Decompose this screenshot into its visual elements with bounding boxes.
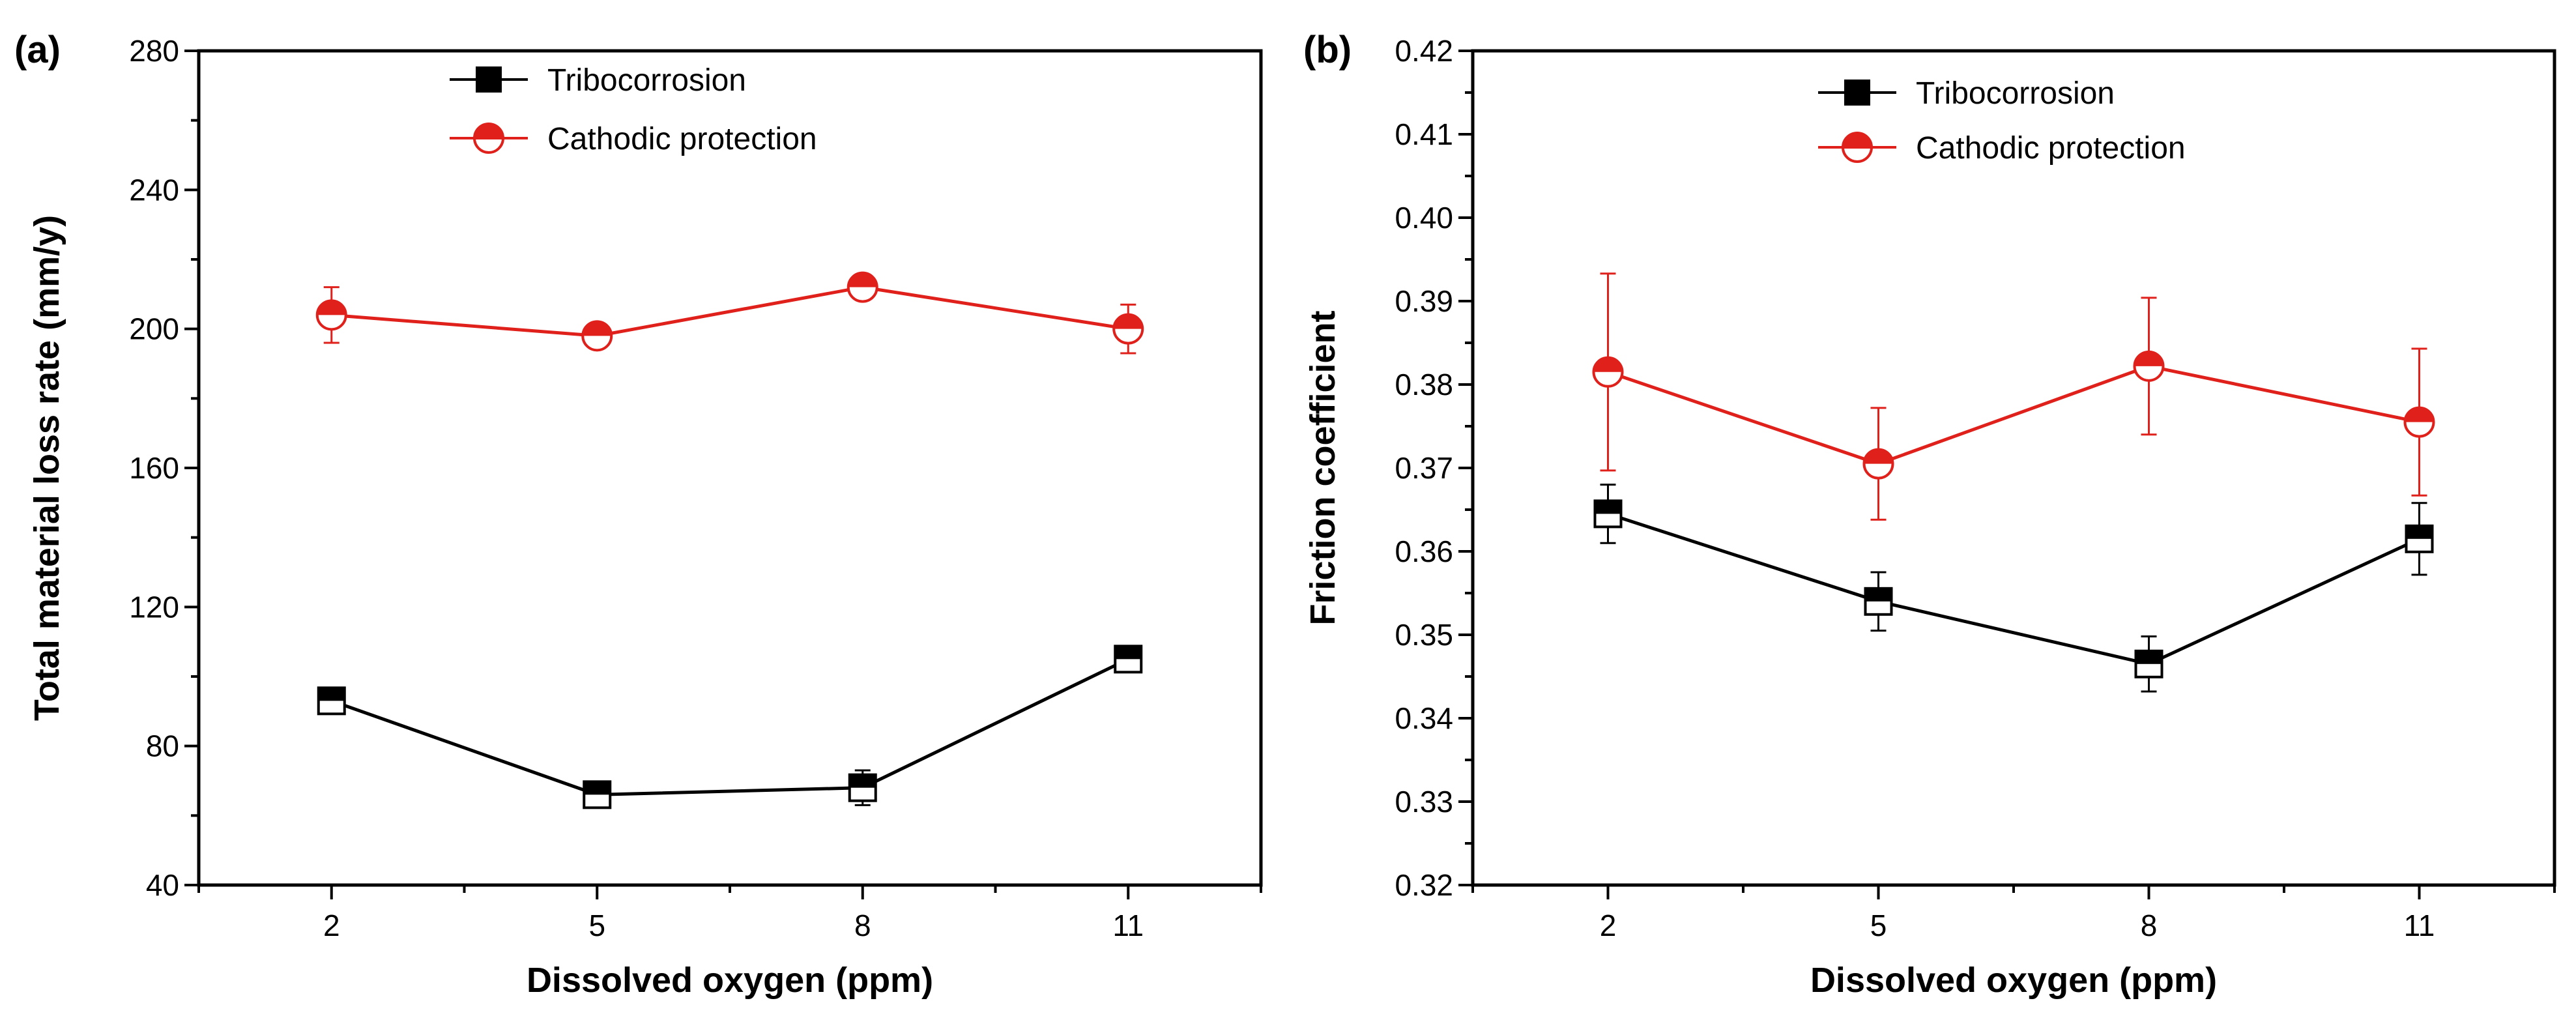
panel-a-plot-area — [315, 271, 1144, 809]
panel-b-legend-marker-cathodic-protection — [1842, 132, 1873, 163]
panel-b-legend-label-cathodic-protection: Cathodic protection — [1916, 131, 2186, 166]
panel-b-legend-marker-tribocorrosion — [1844, 80, 1870, 106]
panel-a-y-tick-label: 240 — [129, 173, 179, 207]
panel-a-marker-tribocorrosion — [848, 773, 877, 802]
panel-b-legend: Tribocorrosion Cathodic protection — [1818, 76, 2186, 166]
panel-a-y-tick-label: 160 — [129, 451, 179, 485]
panel-a-legend: Tribocorrosion Cathodic protection — [450, 63, 817, 156]
panel-b-marker-fill-cathodic-protection — [1593, 357, 1623, 372]
panel-b-y-tick-label: 0.42 — [1395, 34, 1453, 68]
panel-a-series-line-tribocorrosion — [330, 658, 1129, 796]
panel-b: (b) 0.32 0.33 0.34 0.35 0.36 0.37 0.38 0.39 0.40… — [1303, 29, 2556, 1000]
panel-b-label: (b) — [1303, 29, 1352, 71]
panel-a-y-tick-label: 40 — [146, 868, 179, 902]
panel-b-y-tick-label: 0.39 — [1395, 284, 1453, 318]
panel-b-marker-cathodic-protection — [2403, 406, 2435, 438]
panel-a-marker-fill-tribocorrosion — [318, 688, 345, 701]
panel-a-legend-marker-top-cathodic-protection — [474, 124, 503, 138]
panel-b-marker-tribocorrosion — [1593, 499, 1623, 529]
panel-a-marker-fill-cathodic-protection — [583, 321, 612, 336]
panel-a-y-ticks: 40 80 120 160 200 240 280 — [129, 34, 199, 902]
panel-b-plot-frame — [1471, 49, 2556, 887]
panel-a-marker-tribocorrosion — [583, 780, 612, 809]
panel-a-x-ticks: 2 5 8 11 — [197, 885, 1262, 942]
panel-b-x-ticks: 2 5 8 11 — [1471, 885, 2556, 942]
panel-b-series-line-tribocorrosion — [1607, 512, 2420, 666]
panel-b-y-tick-label: 0.34 — [1395, 701, 1453, 735]
panel-a-legend-marker-cathodic-protection — [473, 123, 504, 154]
panel-b-marker-fill-cathodic-protection — [2134, 351, 2164, 366]
panel-b-marker-cathodic-protection — [1592, 356, 1624, 388]
panel-a-x-tick-label: 8 — [854, 909, 871, 942]
panel-b-y-tick-label: 0.36 — [1395, 534, 1453, 568]
panel-b-x-tick-label: 8 — [2141, 909, 2158, 942]
panel-a-y-axis-title: Total material loss rate (mm/y) — [27, 215, 66, 721]
panel-a-y-tick-label: 280 — [129, 34, 179, 68]
panel-a-marker-cathodic-protection — [847, 271, 878, 303]
panel-a-marker-fill-tribocorrosion — [584, 781, 611, 795]
panel-b-series-line-cathodic-protection — [1607, 364, 2420, 466]
panel-b-legend-label-tribocorrosion: Tribocorrosion — [1916, 76, 2115, 111]
panel-b-plot-area — [1592, 272, 2435, 693]
panel-a-y-tick-label: 120 — [129, 590, 179, 624]
panel-b-marker-fill-cathodic-protection — [1864, 449, 1893, 464]
panel-b-y-tick-label: 0.35 — [1395, 618, 1453, 652]
panel-a-y-tick-label: 80 — [146, 729, 179, 763]
panel-a-marker-cathodic-protection — [581, 320, 613, 352]
panel-b-marker-cathodic-protection — [1862, 448, 1894, 480]
panel-b-marker-fill-cathodic-protection — [2405, 407, 2434, 422]
panel-a-x-tick-label: 11 — [1112, 909, 1144, 942]
panel-b-y-tick-label: 0.32 — [1395, 868, 1453, 902]
panel-b-y-tick-label: 0.41 — [1395, 117, 1453, 151]
panel-a-marker-fill-tribocorrosion — [849, 774, 876, 788]
panel-a-plot-frame — [197, 49, 1263, 887]
panel-a-marker-tribocorrosion — [317, 686, 346, 716]
panel-a-x-tick-label: 5 — [588, 909, 605, 942]
panel-b-y-tick-label: 0.40 — [1395, 201, 1453, 235]
panel-b-marker-tribocorrosion — [1864, 587, 1893, 616]
panel-b-marker-tribocorrosion — [2134, 649, 2164, 678]
panel-a-marker-fill-tribocorrosion — [1115, 646, 1142, 660]
panel-b-marker-tribocorrosion — [2405, 524, 2434, 553]
panel-b-x-tick-label: 5 — [1870, 909, 1887, 942]
panel-a-marker-tribocorrosion — [1114, 645, 1143, 674]
panel-b-y-tick-label: 0.37 — [1395, 451, 1453, 485]
panel-b-y-ticks: 0.32 0.33 0.34 0.35 0.36 0.37 0.38 0.39 0.40 0.41… — [1395, 34, 1473, 902]
panel-a-marker-fill-cathodic-protection — [317, 300, 346, 315]
panel-b-y-tick-label: 0.38 — [1395, 368, 1453, 401]
panel-b-x-tick-label: 11 — [2404, 909, 2435, 942]
panel-b-y-tick-label: 0.33 — [1395, 785, 1453, 819]
panel-a-marker-cathodic-protection — [315, 299, 347, 331]
panel-b-marker-fill-tribocorrosion — [1595, 501, 1621, 514]
panel-a-y-tick-label: 200 — [129, 312, 179, 346]
panel-a-legend-label-cathodic-protection: Cathodic protection — [547, 122, 817, 156]
panel-a-series-line-cathodic-protection — [331, 285, 1129, 338]
panel-b-marker-fill-tribocorrosion — [2406, 525, 2433, 539]
panel-a-x-tick-label: 2 — [323, 909, 340, 942]
panel-b-marker-cathodic-protection — [2133, 350, 2165, 382]
panel-a-marker-cathodic-protection — [1112, 313, 1144, 345]
panel-b-x-tick-label: 2 — [1600, 909, 1617, 942]
panel-b-marker-fill-tribocorrosion — [1865, 588, 1892, 602]
panel-a-x-axis-title: Dissolved oxygen (ppm) — [527, 961, 933, 1000]
panel-a-label: (a) — [14, 29, 61, 71]
panel-a: (a) 40 80 120 160 200 240 280 2 5 8 11 Dissolved … — [14, 29, 1263, 1000]
panel-b-y-axis-title: Friction coefficient — [1303, 310, 1342, 625]
panel-b-x-axis-title: Dissolved oxygen (ppm) — [1810, 961, 2217, 1000]
panel-b-marker-fill-tribocorrosion — [2135, 650, 2162, 664]
panel-a-legend-label-tribocorrosion: Tribocorrosion — [547, 63, 746, 98]
panel-b-legend-marker-top-cathodic-protection — [1843, 133, 1872, 147]
panel-a-legend-marker-tribocorrosion — [476, 66, 502, 93]
panel-a-marker-fill-cathodic-protection — [848, 272, 877, 287]
panel-a-marker-fill-cathodic-protection — [1114, 314, 1143, 329]
